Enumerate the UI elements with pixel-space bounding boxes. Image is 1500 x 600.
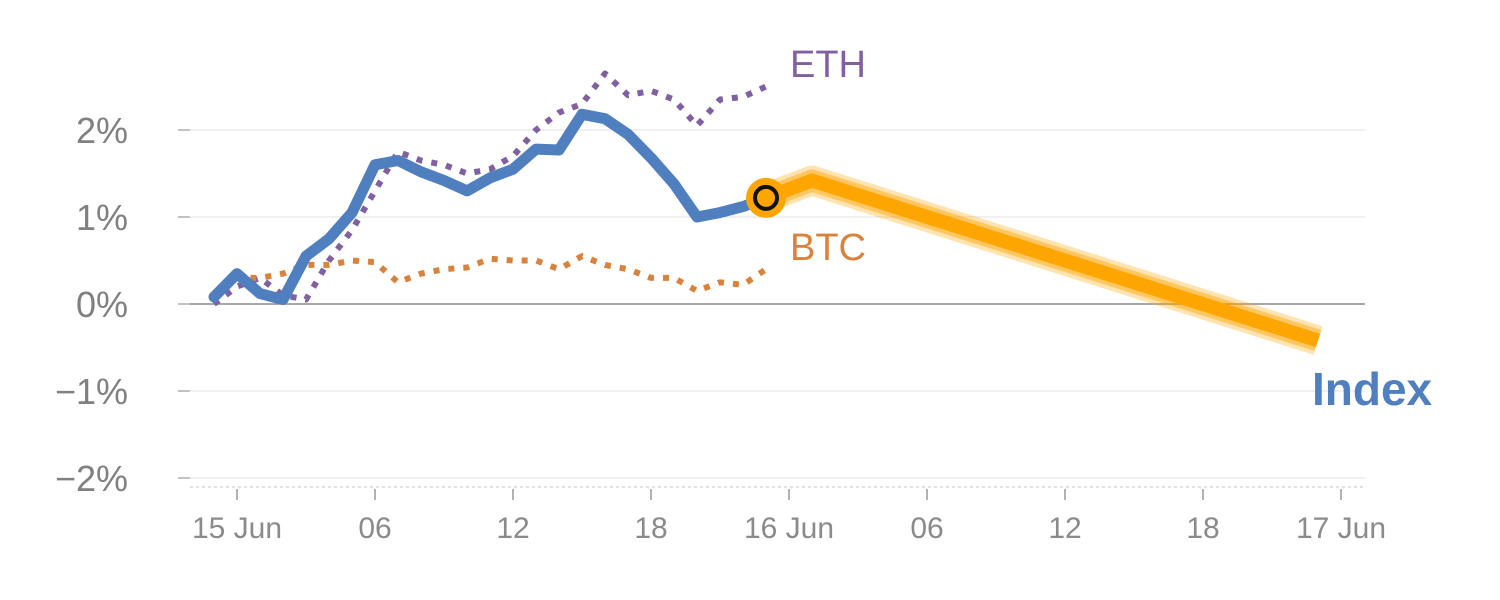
label-layer: ETH BTC Index — [790, 44, 1433, 415]
series-layer — [208, 70, 772, 307]
ytick-label: 1% — [76, 197, 128, 238]
xtick-label: 06 — [358, 512, 391, 545]
ytick-label: 0% — [76, 284, 128, 325]
ytick-label: 2% — [76, 110, 128, 151]
xtick-label: 12 — [1048, 512, 1081, 545]
grid — [190, 129, 1365, 488]
current-marker — [753, 184, 779, 211]
xtick-label: 18 — [634, 512, 667, 545]
marker-layer — [746, 177, 786, 218]
series-line-eth — [212, 70, 768, 307]
current-marker-halo — [746, 177, 786, 218]
series-label-index: Index — [1312, 363, 1433, 415]
series-label-eth: ETH — [790, 44, 866, 86]
xtick-label: 18 — [1186, 512, 1219, 545]
xtick-label: 16 Jun — [744, 512, 834, 545]
ytick-label: −2% — [55, 458, 128, 499]
ytick-label: −1% — [55, 371, 128, 412]
xtick-label: 06 — [910, 512, 943, 545]
xtick-label: 12 — [496, 512, 529, 545]
axis-ticks: 2% 1% 0% −1% −2% 15 Jun 06 12 18 16 Jun 06 12 18 17 J… — [55, 110, 1386, 545]
series-label-btc: BTC — [790, 227, 866, 269]
xtick-label: 17 Jun — [1296, 512, 1386, 545]
series-line-index — [208, 108, 772, 306]
xtick-label: 15 Jun — [192, 512, 282, 545]
